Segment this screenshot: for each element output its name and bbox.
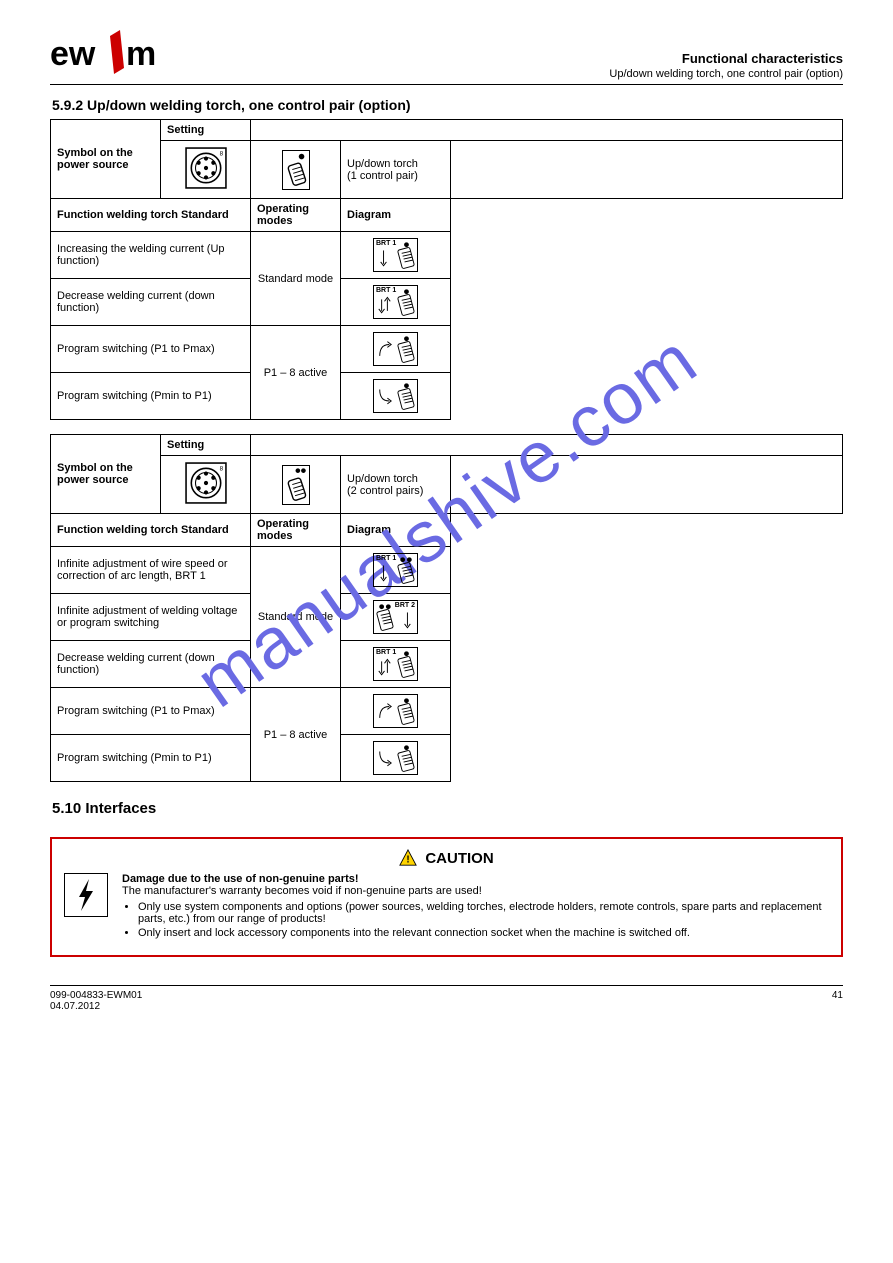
col-header: Symbol on the power source bbox=[51, 120, 161, 199]
row-func: Infinite adjustment of welding voltage o… bbox=[51, 594, 251, 641]
col-header bbox=[251, 120, 843, 141]
caution-title: CAUTION bbox=[425, 850, 493, 867]
diagram-cell: BRT 2 bbox=[341, 594, 451, 641]
svg-text:8: 8 bbox=[219, 465, 223, 472]
torch-1pair-icon bbox=[283, 151, 309, 188]
section-heading-2: 5.10 Interfaces bbox=[52, 800, 843, 817]
shock-hazard-icon bbox=[64, 873, 108, 917]
table-header-row: Symbol on the power source Setting bbox=[51, 120, 843, 141]
row-func: Program switching (Pmin to P1) bbox=[51, 735, 251, 782]
torch-type-icon-cell bbox=[251, 456, 341, 514]
page-header: ew m Functional characteristics Up/down … bbox=[50, 30, 843, 85]
col-header: Setting bbox=[161, 435, 251, 456]
col-header bbox=[251, 435, 843, 456]
diagram-cell: BRT 1 bbox=[341, 232, 451, 279]
torch-table-1: Symbol on the power source Setting 8 bbox=[50, 119, 843, 420]
row-func: Increasing the welding current (Up funct… bbox=[51, 232, 251, 279]
row-func: Decrease welding current (down function) bbox=[51, 279, 251, 326]
caution-box: ! CAUTION Damage due to the use of non-g… bbox=[50, 837, 843, 957]
mode-cell: Standard mode bbox=[251, 547, 341, 688]
torch-type-label: Up/down torch (1 control pair) bbox=[341, 141, 451, 199]
table-row: Infinite adjustment of wire speed or cor… bbox=[51, 547, 843, 594]
brt-up-icon bbox=[374, 239, 417, 271]
diagram-cell: BRT 1 bbox=[341, 279, 451, 326]
mode-cell: P1 – 8 active bbox=[251, 688, 341, 782]
row-func: Program switching (Pmin to P1) bbox=[51, 373, 251, 420]
connector-icon-cell: 8 bbox=[161, 141, 251, 199]
table-row: Program switching (P1 to Pmax) P1 – 8 ac… bbox=[51, 688, 843, 735]
caution-bullet: Only insert and lock accessory component… bbox=[138, 927, 829, 939]
col-header: Operating modes bbox=[251, 514, 341, 547]
row-func: Program switching (P1 to Pmax) bbox=[51, 326, 251, 373]
torch-type-label: Up/down torch (2 control pairs) bbox=[341, 456, 451, 514]
table-row: Increasing the welding current (Up funct… bbox=[51, 232, 843, 279]
svg-text:8: 8 bbox=[219, 150, 223, 157]
diagram-cell: BRT 1 bbox=[341, 547, 451, 594]
diagram-cell bbox=[341, 735, 451, 782]
col-header: Function welding torch Standard bbox=[51, 199, 251, 232]
mode-cell: Standard mode bbox=[251, 232, 341, 326]
col-header: Symbol on the power source bbox=[51, 435, 161, 514]
mode-cell: P1 – 8 active bbox=[251, 326, 341, 420]
row-func: Decrease welding current (down function) bbox=[51, 641, 251, 688]
diagram-cell bbox=[341, 373, 451, 420]
svg-text:m: m bbox=[126, 35, 156, 73]
diagram-cell: BRT 1 bbox=[341, 641, 451, 688]
prog-up-icon bbox=[374, 333, 417, 365]
page-footer: 099-004833-EWM01 04.07.2012 41 bbox=[50, 985, 843, 1012]
page-number: 41 bbox=[832, 990, 843, 1012]
brt-tap-icon bbox=[374, 648, 417, 680]
table-row: Decrease welding current (down function)… bbox=[51, 279, 843, 326]
diagram-cell bbox=[341, 688, 451, 735]
brand-logo: ew m bbox=[50, 30, 170, 80]
table-subheader-row: Function welding torch Standard Operatin… bbox=[51, 199, 843, 232]
diagram-cell bbox=[341, 326, 451, 373]
header-title: Functional characteristics bbox=[609, 51, 843, 66]
table-row: Program switching (P1 to Pmax) P1 – 8 ac… bbox=[51, 326, 843, 373]
footer-doc-id: 099-004833-EWM01 bbox=[50, 990, 142, 1001]
header-subtitle: Up/down welding torch, one control pair … bbox=[609, 68, 843, 80]
torch-table-2: Symbol on the power source Setting 8 bbox=[50, 434, 843, 782]
col-header: Function welding torch Standard bbox=[51, 514, 251, 547]
caution-lead: Damage due to the use of non-genuine par… bbox=[122, 873, 829, 885]
caution-title-row: ! CAUTION bbox=[64, 849, 829, 867]
torch-2pair-icon bbox=[283, 466, 309, 503]
caution-line: The manufacturer's warranty becomes void… bbox=[122, 885, 829, 897]
col-header: Diagram bbox=[341, 514, 451, 547]
torch-socket-icon: 8 bbox=[185, 462, 227, 504]
table-row: Program switching (Pmin to P1) bbox=[51, 735, 843, 782]
brt1-2pair-icon bbox=[374, 554, 417, 586]
torch-socket-icon: 8 bbox=[185, 147, 227, 189]
col-header: Operating modes bbox=[251, 199, 341, 232]
connector-icon-cell: 8 bbox=[161, 456, 251, 514]
header-right: Functional characteristics Up/down weldi… bbox=[609, 51, 843, 80]
brt-tap-icon bbox=[374, 286, 417, 318]
table-row: Infinite adjustment of welding voltage o… bbox=[51, 594, 843, 641]
table-subheader-row: Function welding torch Standard Operatin… bbox=[51, 514, 843, 547]
prog-up-icon bbox=[374, 695, 417, 727]
torch-type-icon-cell bbox=[251, 141, 341, 199]
svg-text:ew: ew bbox=[50, 35, 96, 73]
table-row: Program switching (Pmin to P1) bbox=[51, 373, 843, 420]
table-row: Decrease welding current (down function)… bbox=[51, 641, 843, 688]
section-heading-1: 5.9.2 Up/down welding torch, one control… bbox=[52, 97, 843, 113]
prog-down-icon bbox=[374, 742, 417, 774]
connector-row: 8 Up/down torch (1 control pair) bbox=[51, 141, 843, 199]
brt2-icon bbox=[374, 601, 417, 633]
caution-bullet: Only use system components and options (… bbox=[138, 901, 829, 925]
warning-triangle-icon: ! bbox=[399, 849, 417, 867]
footer-date: 04.07.2012 bbox=[50, 1001, 142, 1012]
row-func: Program switching (P1 to Pmax) bbox=[51, 688, 251, 735]
col-header: Setting bbox=[161, 120, 251, 141]
svg-text:!: ! bbox=[407, 855, 410, 866]
table-header-row: Symbol on the power source Setting bbox=[51, 435, 843, 456]
caution-text: Damage due to the use of non-genuine par… bbox=[122, 873, 829, 941]
col-header: Diagram bbox=[341, 199, 451, 232]
connector-row: 8 Up/down torch (2 control pairs) bbox=[51, 456, 843, 514]
row-func: Infinite adjustment of wire speed or cor… bbox=[51, 547, 251, 594]
prog-down-icon bbox=[374, 380, 417, 412]
